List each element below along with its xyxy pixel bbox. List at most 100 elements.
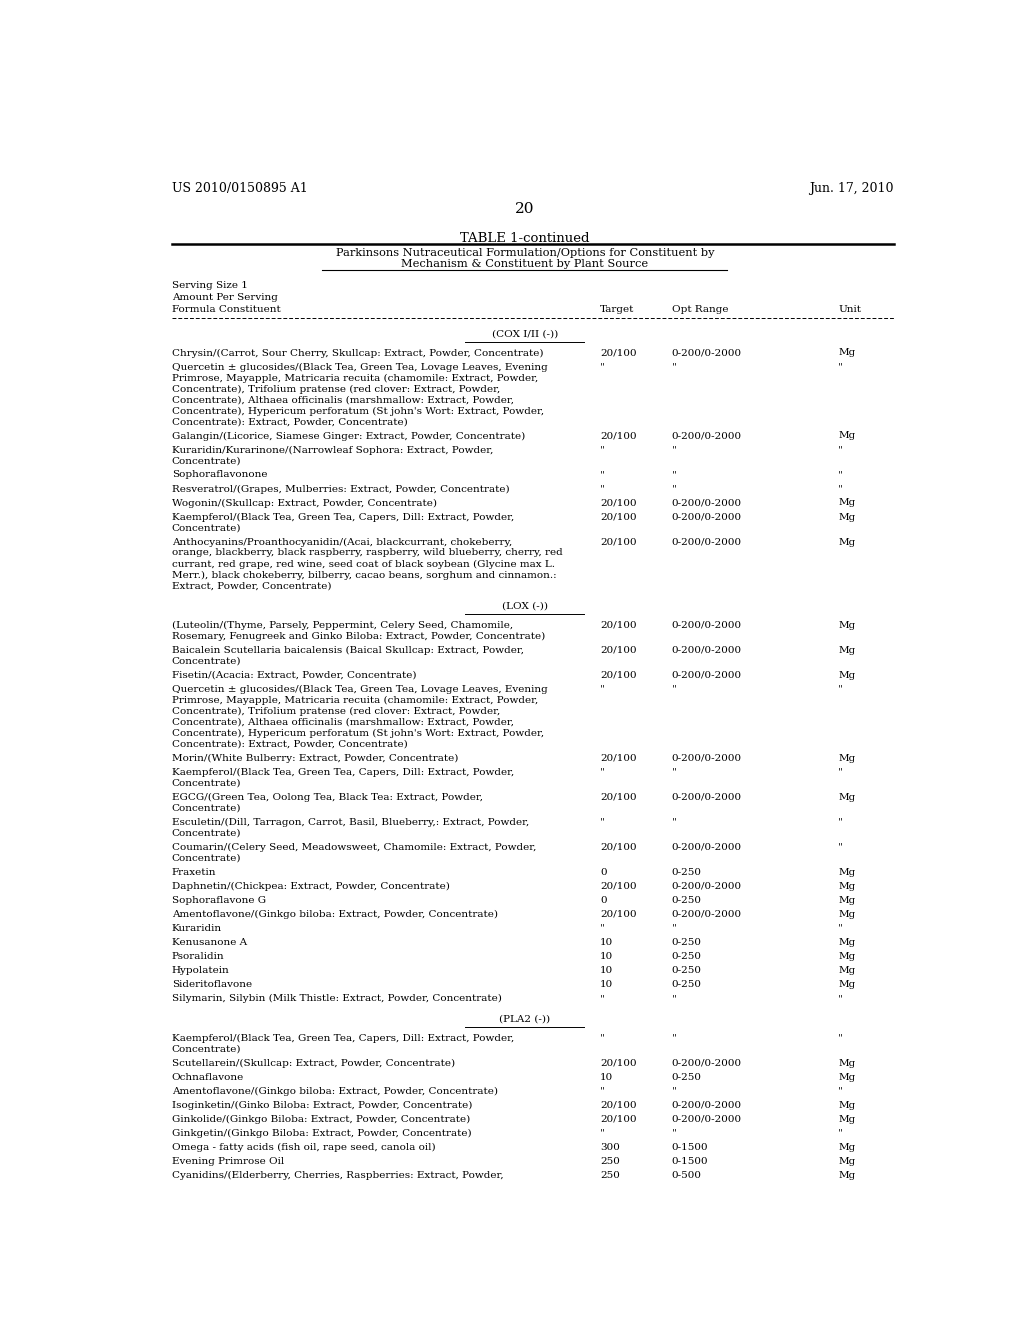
Text: Mg: Mg: [839, 671, 855, 680]
Text: Fraxetin: Fraxetin: [172, 867, 216, 876]
Text: ": ": [600, 445, 605, 454]
Text: ": ": [839, 1086, 843, 1096]
Text: 0-200/0-2000: 0-200/0-2000: [672, 754, 741, 763]
Text: 250: 250: [600, 1171, 621, 1180]
Text: 20/100: 20/100: [600, 620, 637, 630]
Text: 0-200/0-2000: 0-200/0-2000: [672, 645, 741, 655]
Text: Galangin/(Licorice, Siamese Ginger: Extract, Powder, Concentrate): Galangin/(Licorice, Siamese Ginger: Extr…: [172, 432, 525, 441]
Text: 20/100: 20/100: [600, 882, 637, 891]
Text: ": ": [600, 363, 605, 371]
Text: 10: 10: [600, 966, 613, 975]
Text: Mg: Mg: [839, 645, 855, 655]
Text: Mg: Mg: [839, 882, 855, 891]
Text: Concentrate): Concentrate): [172, 854, 241, 863]
Text: ": ": [839, 685, 843, 694]
Text: 0-250: 0-250: [672, 867, 701, 876]
Text: 0-200/0-2000: 0-200/0-2000: [672, 499, 741, 507]
Text: Mg: Mg: [839, 348, 855, 358]
Text: ": ": [672, 445, 677, 454]
Text: ": ": [839, 843, 843, 851]
Text: Concentrate), Hypericum perforatum (St john's Wort: Extract, Powder,: Concentrate), Hypericum perforatum (St j…: [172, 729, 544, 738]
Text: Amount Per Serving: Amount Per Serving: [172, 293, 278, 302]
Text: (PLA2 (-)): (PLA2 (-)): [500, 1014, 550, 1023]
Text: Kenusanone A: Kenusanone A: [172, 939, 247, 946]
Text: 0-200/0-2000: 0-200/0-2000: [672, 537, 741, 546]
Text: 0-200/0-2000: 0-200/0-2000: [672, 671, 741, 680]
Text: Mg: Mg: [839, 909, 855, 919]
Text: Resveratrol/(Grapes, Mulberries: Extract, Powder, Concentrate): Resveratrol/(Grapes, Mulberries: Extract…: [172, 484, 509, 494]
Text: Ochnaflavone: Ochnaflavone: [172, 1073, 244, 1081]
Text: Parkinsons Nutraceutical Formulation/Options for Constituent by: Parkinsons Nutraceutical Formulation/Opt…: [336, 248, 714, 257]
Text: ": ": [672, 484, 677, 494]
Text: Esculetin/(Dill, Tarragon, Carrot, Basil, Blueberry,: Extract, Powder,: Esculetin/(Dill, Tarragon, Carrot, Basil…: [172, 818, 529, 826]
Text: Silymarin, Silybin (Milk Thistle: Extract, Powder, Concentrate): Silymarin, Silybin (Milk Thistle: Extrac…: [172, 994, 502, 1003]
Text: 0-250: 0-250: [672, 939, 701, 946]
Text: Daphnetin/(Chickpea: Extract, Powder, Concentrate): Daphnetin/(Chickpea: Extract, Powder, Co…: [172, 882, 450, 891]
Text: Mg: Mg: [839, 754, 855, 763]
Text: Mg: Mg: [839, 1059, 855, 1068]
Text: ": ": [600, 818, 605, 826]
Text: 250: 250: [600, 1156, 621, 1166]
Text: ": ": [672, 924, 677, 933]
Text: ": ": [839, 768, 843, 777]
Text: 10: 10: [600, 979, 613, 989]
Text: ": ": [839, 445, 843, 454]
Text: Coumarin/(Celery Seed, Meadowsweet, Chamomile: Extract, Powder,: Coumarin/(Celery Seed, Meadowsweet, Cham…: [172, 843, 536, 851]
Text: US 2010/0150895 A1: US 2010/0150895 A1: [172, 182, 307, 195]
Text: ": ": [672, 768, 677, 777]
Text: Mg: Mg: [839, 939, 855, 946]
Text: Fisetin/(Acacia: Extract, Powder, Concentrate): Fisetin/(Acacia: Extract, Powder, Concen…: [172, 671, 416, 680]
Text: 0-200/0-2000: 0-200/0-2000: [672, 1114, 741, 1123]
Text: 0-200/0-2000: 0-200/0-2000: [672, 432, 741, 441]
Text: ": ": [839, 994, 843, 1003]
Text: 0-500: 0-500: [672, 1171, 701, 1180]
Text: Cyanidins/(Elderberry, Cherries, Raspberries: Extract, Powder,: Cyanidins/(Elderberry, Cherries, Raspber…: [172, 1171, 503, 1180]
Text: Baicalein Scutellaria baicalensis (Baical Skullcap: Extract, Powder,: Baicalein Scutellaria baicalensis (Baica…: [172, 645, 523, 655]
Text: ": ": [600, 994, 605, 1003]
Text: Wogonin/(Skullcap: Extract, Powder, Concentrate): Wogonin/(Skullcap: Extract, Powder, Conc…: [172, 499, 436, 508]
Text: ": ": [600, 768, 605, 777]
Text: 0-200/0-2000: 0-200/0-2000: [672, 843, 741, 851]
Text: Mg: Mg: [839, 867, 855, 876]
Text: 0-200/0-2000: 0-200/0-2000: [672, 1059, 741, 1068]
Text: Concentrate): Concentrate): [172, 804, 241, 813]
Text: Primrose, Mayapple, Matricaria recuita (chamomile: Extract, Powder,: Primrose, Mayapple, Matricaria recuita (…: [172, 696, 538, 705]
Text: Ginkgetin/(Ginkgo Biloba: Extract, Powder, Concentrate): Ginkgetin/(Ginkgo Biloba: Extract, Powde…: [172, 1129, 471, 1138]
Text: 0-1500: 0-1500: [672, 1143, 709, 1151]
Text: Sophoraflavonone: Sophoraflavonone: [172, 470, 267, 479]
Text: 20/100: 20/100: [600, 1101, 637, 1110]
Text: 0: 0: [600, 867, 607, 876]
Text: Concentrate): Concentrate): [172, 524, 241, 532]
Text: ": ": [600, 1129, 605, 1138]
Text: ": ": [839, 470, 843, 479]
Text: Mg: Mg: [839, 979, 855, 989]
Text: ": ": [672, 470, 677, 479]
Text: 20/100: 20/100: [600, 348, 637, 358]
Text: Chrysin/(Carrot, Sour Cherry, Skullcap: Extract, Powder, Concentrate): Chrysin/(Carrot, Sour Cherry, Skullcap: …: [172, 348, 543, 358]
Text: 0-200/0-2000: 0-200/0-2000: [672, 793, 741, 801]
Text: Sophoraflavone G: Sophoraflavone G: [172, 896, 266, 906]
Text: 20/100: 20/100: [600, 512, 637, 521]
Text: ": ": [600, 685, 605, 694]
Text: Concentrate), Trifolium pratense (red clover: Extract, Powder,: Concentrate), Trifolium pratense (red cl…: [172, 706, 500, 715]
Text: 20/100: 20/100: [600, 1059, 637, 1068]
Text: Concentrate): Extract, Powder, Concentrate): Concentrate): Extract, Powder, Concentra…: [172, 417, 408, 426]
Text: Mg: Mg: [839, 1143, 855, 1151]
Text: 0-200/0-2000: 0-200/0-2000: [672, 620, 741, 630]
Text: Extract, Powder, Concentrate): Extract, Powder, Concentrate): [172, 581, 331, 590]
Text: Amentoflavone/(Ginkgo biloba: Extract, Powder, Concentrate): Amentoflavone/(Ginkgo biloba: Extract, P…: [172, 909, 498, 919]
Text: Mg: Mg: [839, 1171, 855, 1180]
Text: currant, red grape, red wine, seed coat of black soybean (Glycine max L.: currant, red grape, red wine, seed coat …: [172, 560, 555, 569]
Text: Quercetin ± glucosides/(Black Tea, Green Tea, Lovage Leaves, Evening: Quercetin ± glucosides/(Black Tea, Green…: [172, 685, 548, 694]
Text: ": ": [600, 484, 605, 494]
Text: 20/100: 20/100: [600, 843, 637, 851]
Text: Concentrate), Althaea officinalis (marshmallow: Extract, Powder,: Concentrate), Althaea officinalis (marsh…: [172, 396, 514, 404]
Text: ": ": [672, 1034, 677, 1043]
Text: Psoralidin: Psoralidin: [172, 952, 224, 961]
Text: 20/100: 20/100: [600, 537, 637, 546]
Text: 20/100: 20/100: [600, 909, 637, 919]
Text: Concentrate), Althaea officinalis (marshmallow: Extract, Powder,: Concentrate), Althaea officinalis (marsh…: [172, 718, 514, 727]
Text: 20/100: 20/100: [600, 754, 637, 763]
Text: 0: 0: [600, 896, 607, 906]
Text: Concentrate): Extract, Powder, Concentrate): Concentrate): Extract, Powder, Concentra…: [172, 739, 408, 748]
